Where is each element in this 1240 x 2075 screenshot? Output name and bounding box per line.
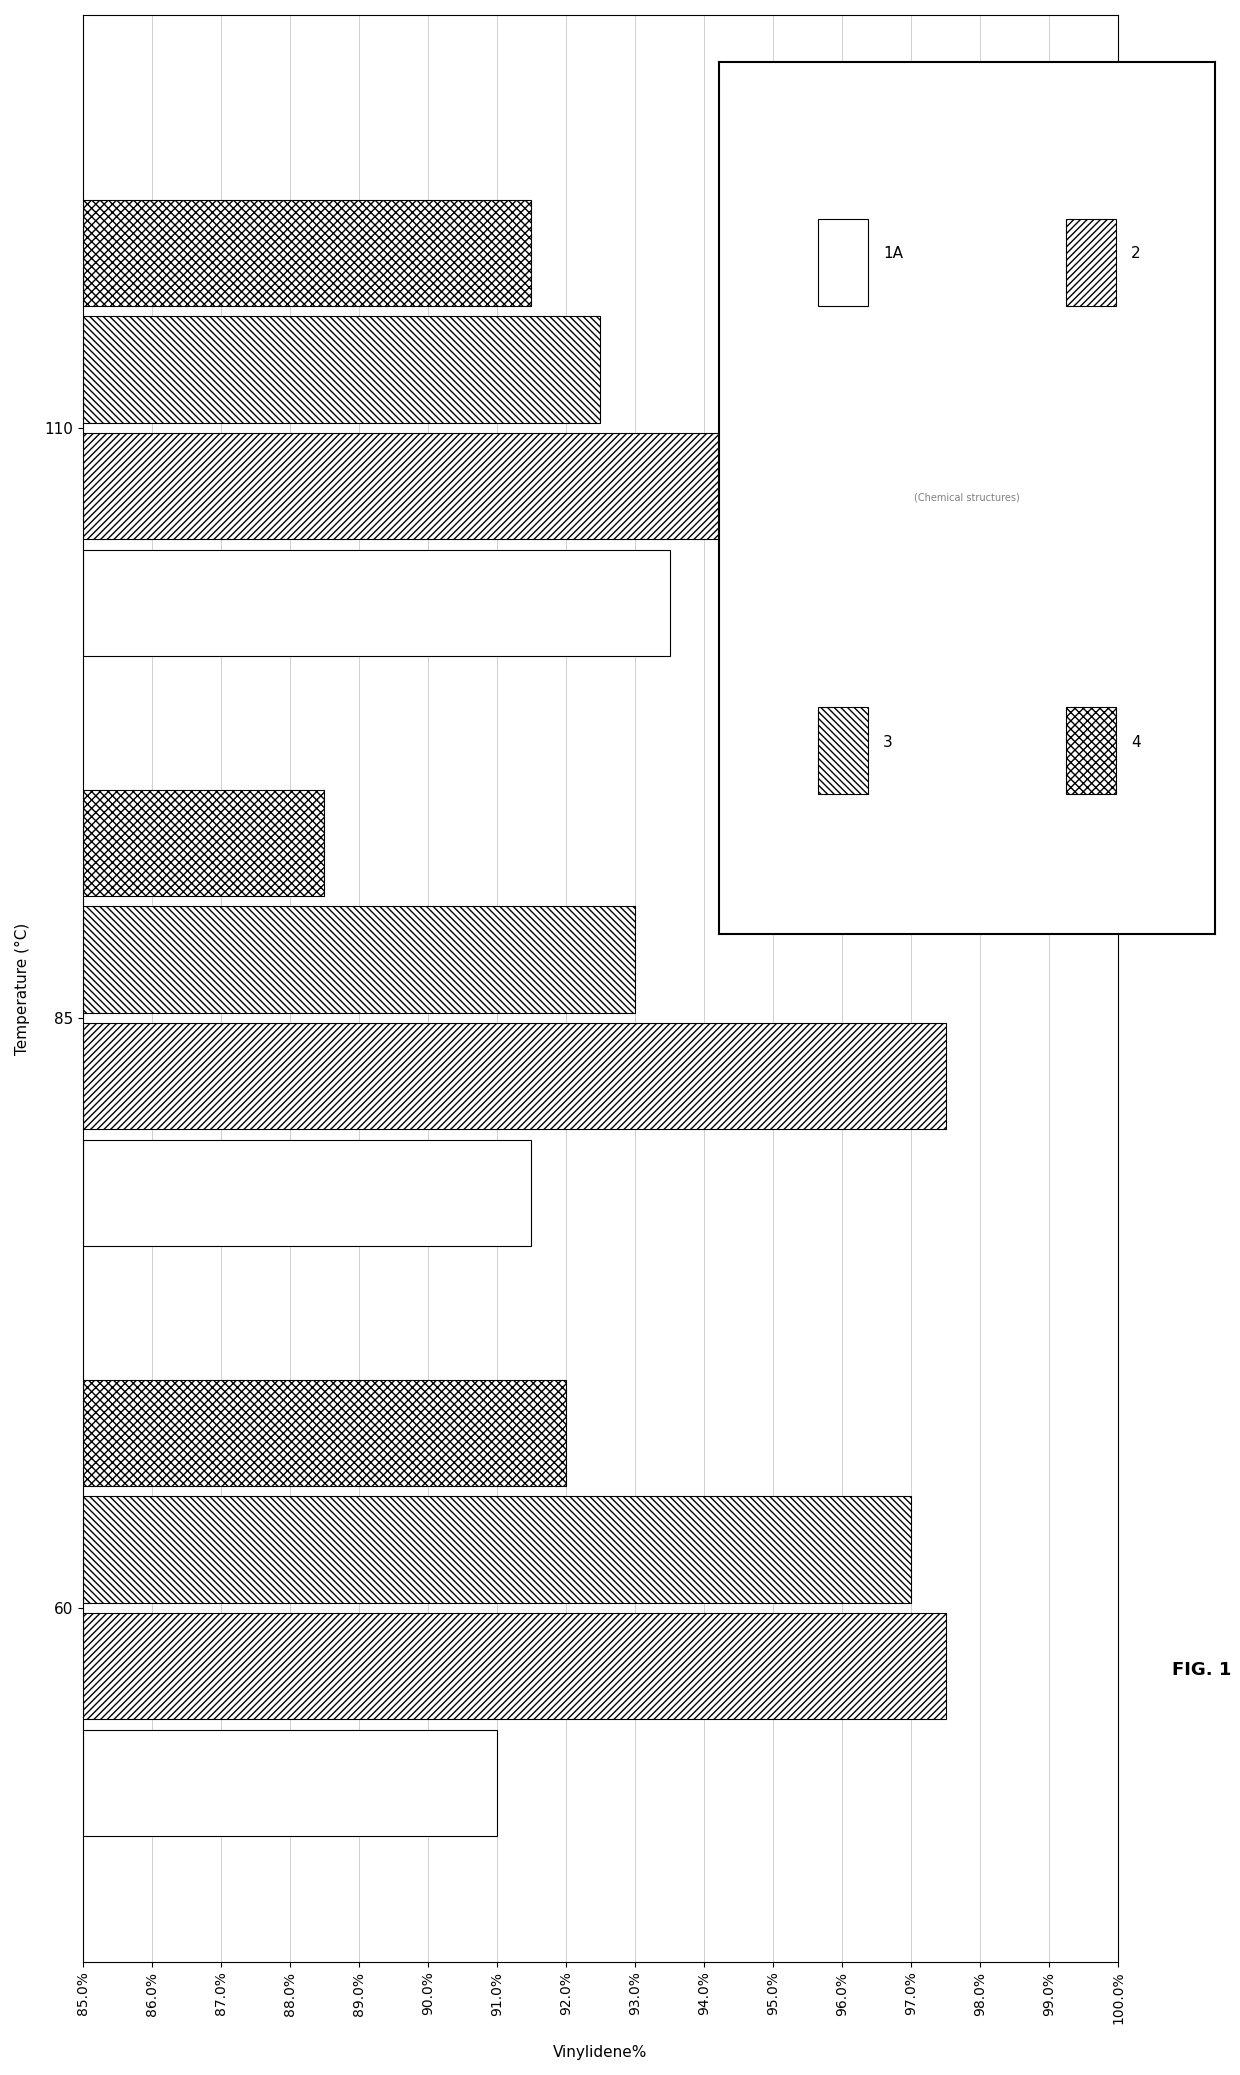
Text: (Chemical structures): (Chemical structures) <box>914 494 1021 502</box>
Bar <box>83 791 324 896</box>
Bar <box>83 1612 946 1720</box>
FancyBboxPatch shape <box>1066 708 1116 795</box>
Text: FIG. 1: FIG. 1 <box>1172 1660 1231 1679</box>
Text: 1A: 1A <box>883 247 903 261</box>
Bar <box>83 199 532 305</box>
FancyBboxPatch shape <box>818 708 868 795</box>
FancyBboxPatch shape <box>818 220 868 307</box>
X-axis label: Vinylidene%: Vinylidene% <box>553 2046 647 2060</box>
Bar <box>83 1496 911 1602</box>
Text: 3: 3 <box>883 735 893 749</box>
Bar <box>83 1380 565 1486</box>
Text: 2: 2 <box>1131 247 1141 261</box>
Bar <box>83 317 600 423</box>
FancyBboxPatch shape <box>1066 220 1116 307</box>
Y-axis label: Temperature (°C): Temperature (°C) <box>15 921 30 1054</box>
Bar <box>83 907 635 1013</box>
Bar <box>83 550 670 656</box>
Bar <box>83 1139 532 1247</box>
Bar <box>83 434 1014 540</box>
Bar <box>83 1023 946 1129</box>
Bar <box>83 1731 497 1836</box>
Text: 4: 4 <box>1131 735 1141 749</box>
